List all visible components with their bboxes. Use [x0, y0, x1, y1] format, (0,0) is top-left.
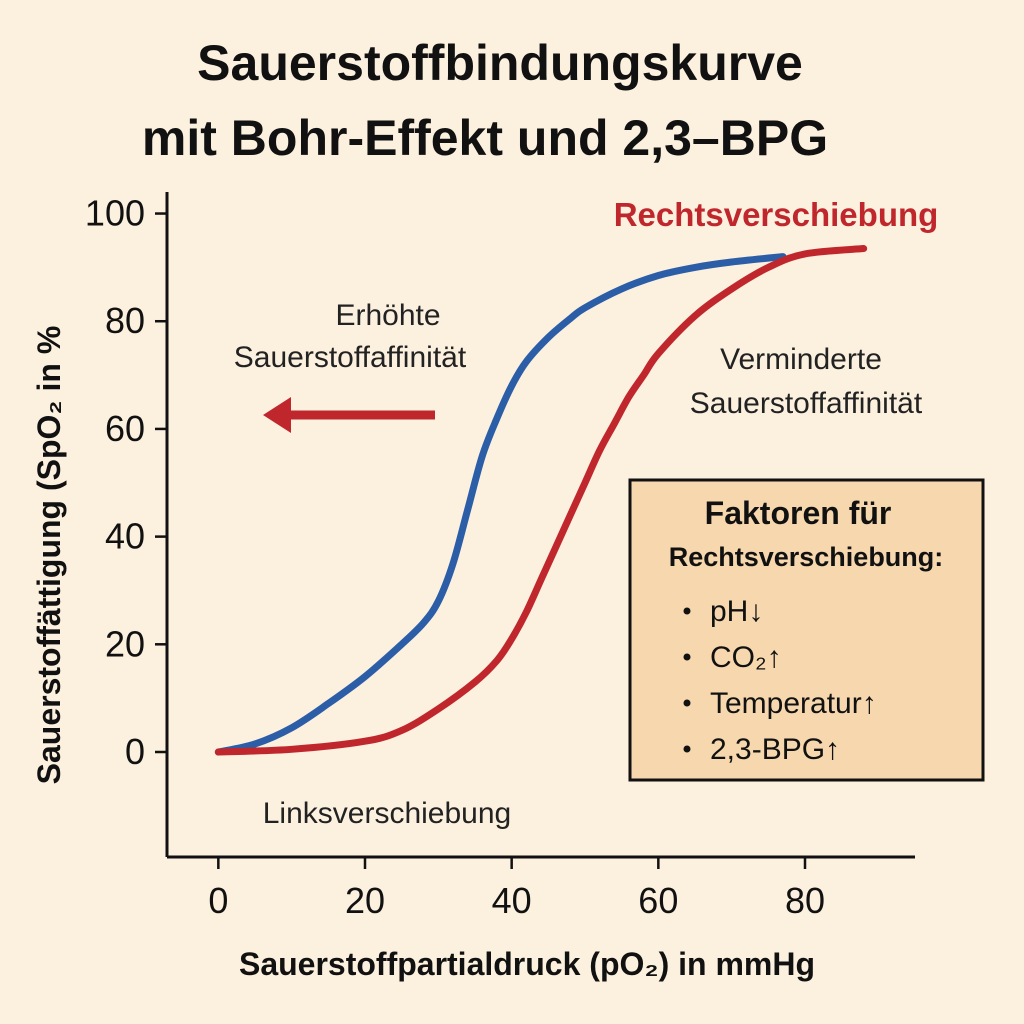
bullet-icon: [683, 607, 691, 615]
factor-item: CO₂↑: [710, 641, 782, 674]
blue-curve-left-shift: [214, 253, 787, 756]
bullet-icon: [683, 699, 691, 707]
factor-item: Temperatur↑: [710, 687, 877, 720]
y-tick-label: 40: [105, 516, 145, 557]
chart-title-line-2: mit Bohr-Effekt und 2,3–BPG: [142, 110, 828, 166]
y-tick-label: 60: [105, 408, 145, 449]
x-tick-label: 80: [785, 880, 825, 921]
factor-item: 2,3-BPG↑: [710, 733, 840, 766]
factors-box-background: [628, 478, 985, 782]
x-tick-label: 40: [492, 880, 532, 921]
factor-item: pH↓: [710, 595, 763, 628]
y-axis-label: Sauerstoffättigung (SpO₂ in %: [31, 326, 67, 785]
factors-box-subtitle: Rechtsverschiebung:: [669, 542, 944, 572]
x-tick-label: 60: [638, 880, 678, 921]
x-axis-label: Sauerstoffpartialdruck (pO₂) in mmHg: [239, 946, 815, 982]
y-tick-label: 0: [125, 731, 145, 772]
bullet-icon: [683, 653, 691, 661]
factors-list: pH↓ CO₂↑ Temperatur↑ 2,3-BPG↑: [683, 595, 877, 766]
y-tick-label: 20: [105, 623, 145, 664]
right-shift-annotation-line-2: Sauerstoffaffinität: [690, 387, 923, 420]
bullet-icon: [683, 745, 691, 753]
factors-box: Faktoren für Rechtsverschiebung: pH↓ CO₂↑…: [628, 478, 985, 782]
right-shift-annotation-line-1: Verminderte: [720, 343, 882, 376]
right-shift-label: Rechtsverschiebung: [614, 196, 939, 233]
factors-box-title: Faktoren für: [705, 495, 892, 531]
left-shift-label: Linksverschiebung: [263, 797, 511, 830]
left-arrow-icon: [263, 397, 435, 433]
curves: [214, 245, 868, 756]
left-shift-annotation-line-2: Sauerstoffaffinität: [234, 341, 467, 374]
y-tick-label: 80: [105, 300, 145, 341]
y-tick-label: 100: [85, 193, 145, 234]
x-tick-label: 0: [208, 880, 228, 921]
chart-title-line-1: Sauerstoffbindungskurve: [197, 35, 803, 91]
x-tick-label: 20: [345, 880, 385, 921]
red-curve-right-shift: [214, 245, 868, 756]
left-shift-annotation-line-1: Erhöhte: [335, 299, 440, 332]
axis-ticks: 0 20 40 60 80 0 20 40 60 80 100: [85, 193, 825, 921]
